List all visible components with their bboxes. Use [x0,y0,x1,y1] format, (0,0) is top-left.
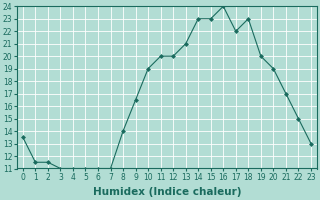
X-axis label: Humidex (Indice chaleur): Humidex (Indice chaleur) [93,187,241,197]
